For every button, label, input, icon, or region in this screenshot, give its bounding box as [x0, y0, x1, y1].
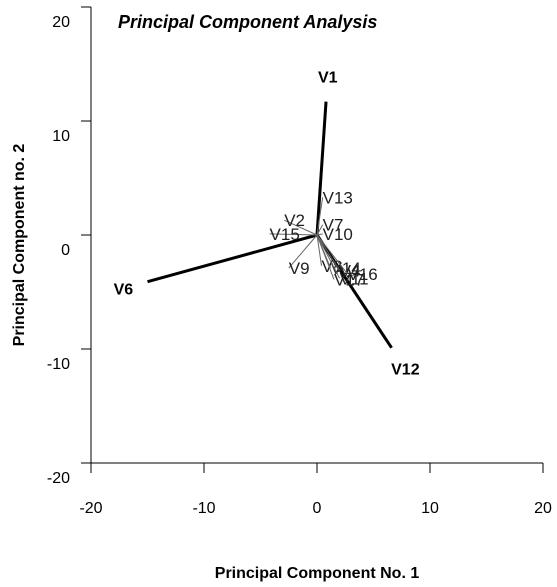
loading-vector [316, 224, 324, 236]
x-tick-label: 20 [534, 500, 552, 517]
x-tick-label: 10 [421, 500, 439, 517]
loading-vector [269, 233, 318, 236]
y-tick-label: 0 [61, 242, 70, 259]
variable-label: V4 [340, 261, 361, 280]
y-tick-label: -20 [47, 470, 70, 487]
loading-vector [316, 234, 335, 280]
variable-label: V2 [284, 211, 305, 230]
y-tick-label: 10 [52, 128, 70, 145]
loading-vector [316, 233, 323, 236]
variable-label: V13 [323, 188, 353, 207]
y-axis-label: Principal Component no. 2 [11, 144, 28, 347]
x-tick-label: 0 [313, 500, 322, 517]
x-tick-label: -10 [192, 500, 215, 517]
variable-label: V14 [331, 259, 361, 278]
loading-vector [284, 219, 318, 236]
variable-label: V11 [340, 269, 369, 288]
variable-label: V9 [289, 259, 310, 278]
variable-label: V17 [334, 270, 364, 289]
loading-vector [288, 234, 318, 269]
variable-label: V12 [391, 362, 420, 379]
loading-vector [316, 197, 324, 236]
y-tick-label: 20 [52, 14, 70, 31]
loading-vector [316, 234, 323, 266]
variable-label: V16 [348, 265, 378, 284]
loading-vector [147, 233, 318, 284]
chart-title: Principal Component Analysis [118, 12, 377, 32]
loading-vector [316, 234, 341, 271]
variable-label: V7 [323, 216, 344, 235]
variable-label: V15 [270, 225, 300, 244]
loading-vector [316, 234, 348, 275]
loading-vector [316, 234, 341, 279]
variable-label: V1 [318, 70, 338, 87]
variable-label: V6 [114, 281, 134, 298]
x-axis-label: Principal Component No. 1 [215, 565, 420, 582]
variable-label: V10 [323, 225, 353, 244]
loading-vector [315, 101, 328, 236]
x-tick-label: -20 [79, 500, 102, 517]
y-tick-label: -10 [47, 356, 70, 373]
